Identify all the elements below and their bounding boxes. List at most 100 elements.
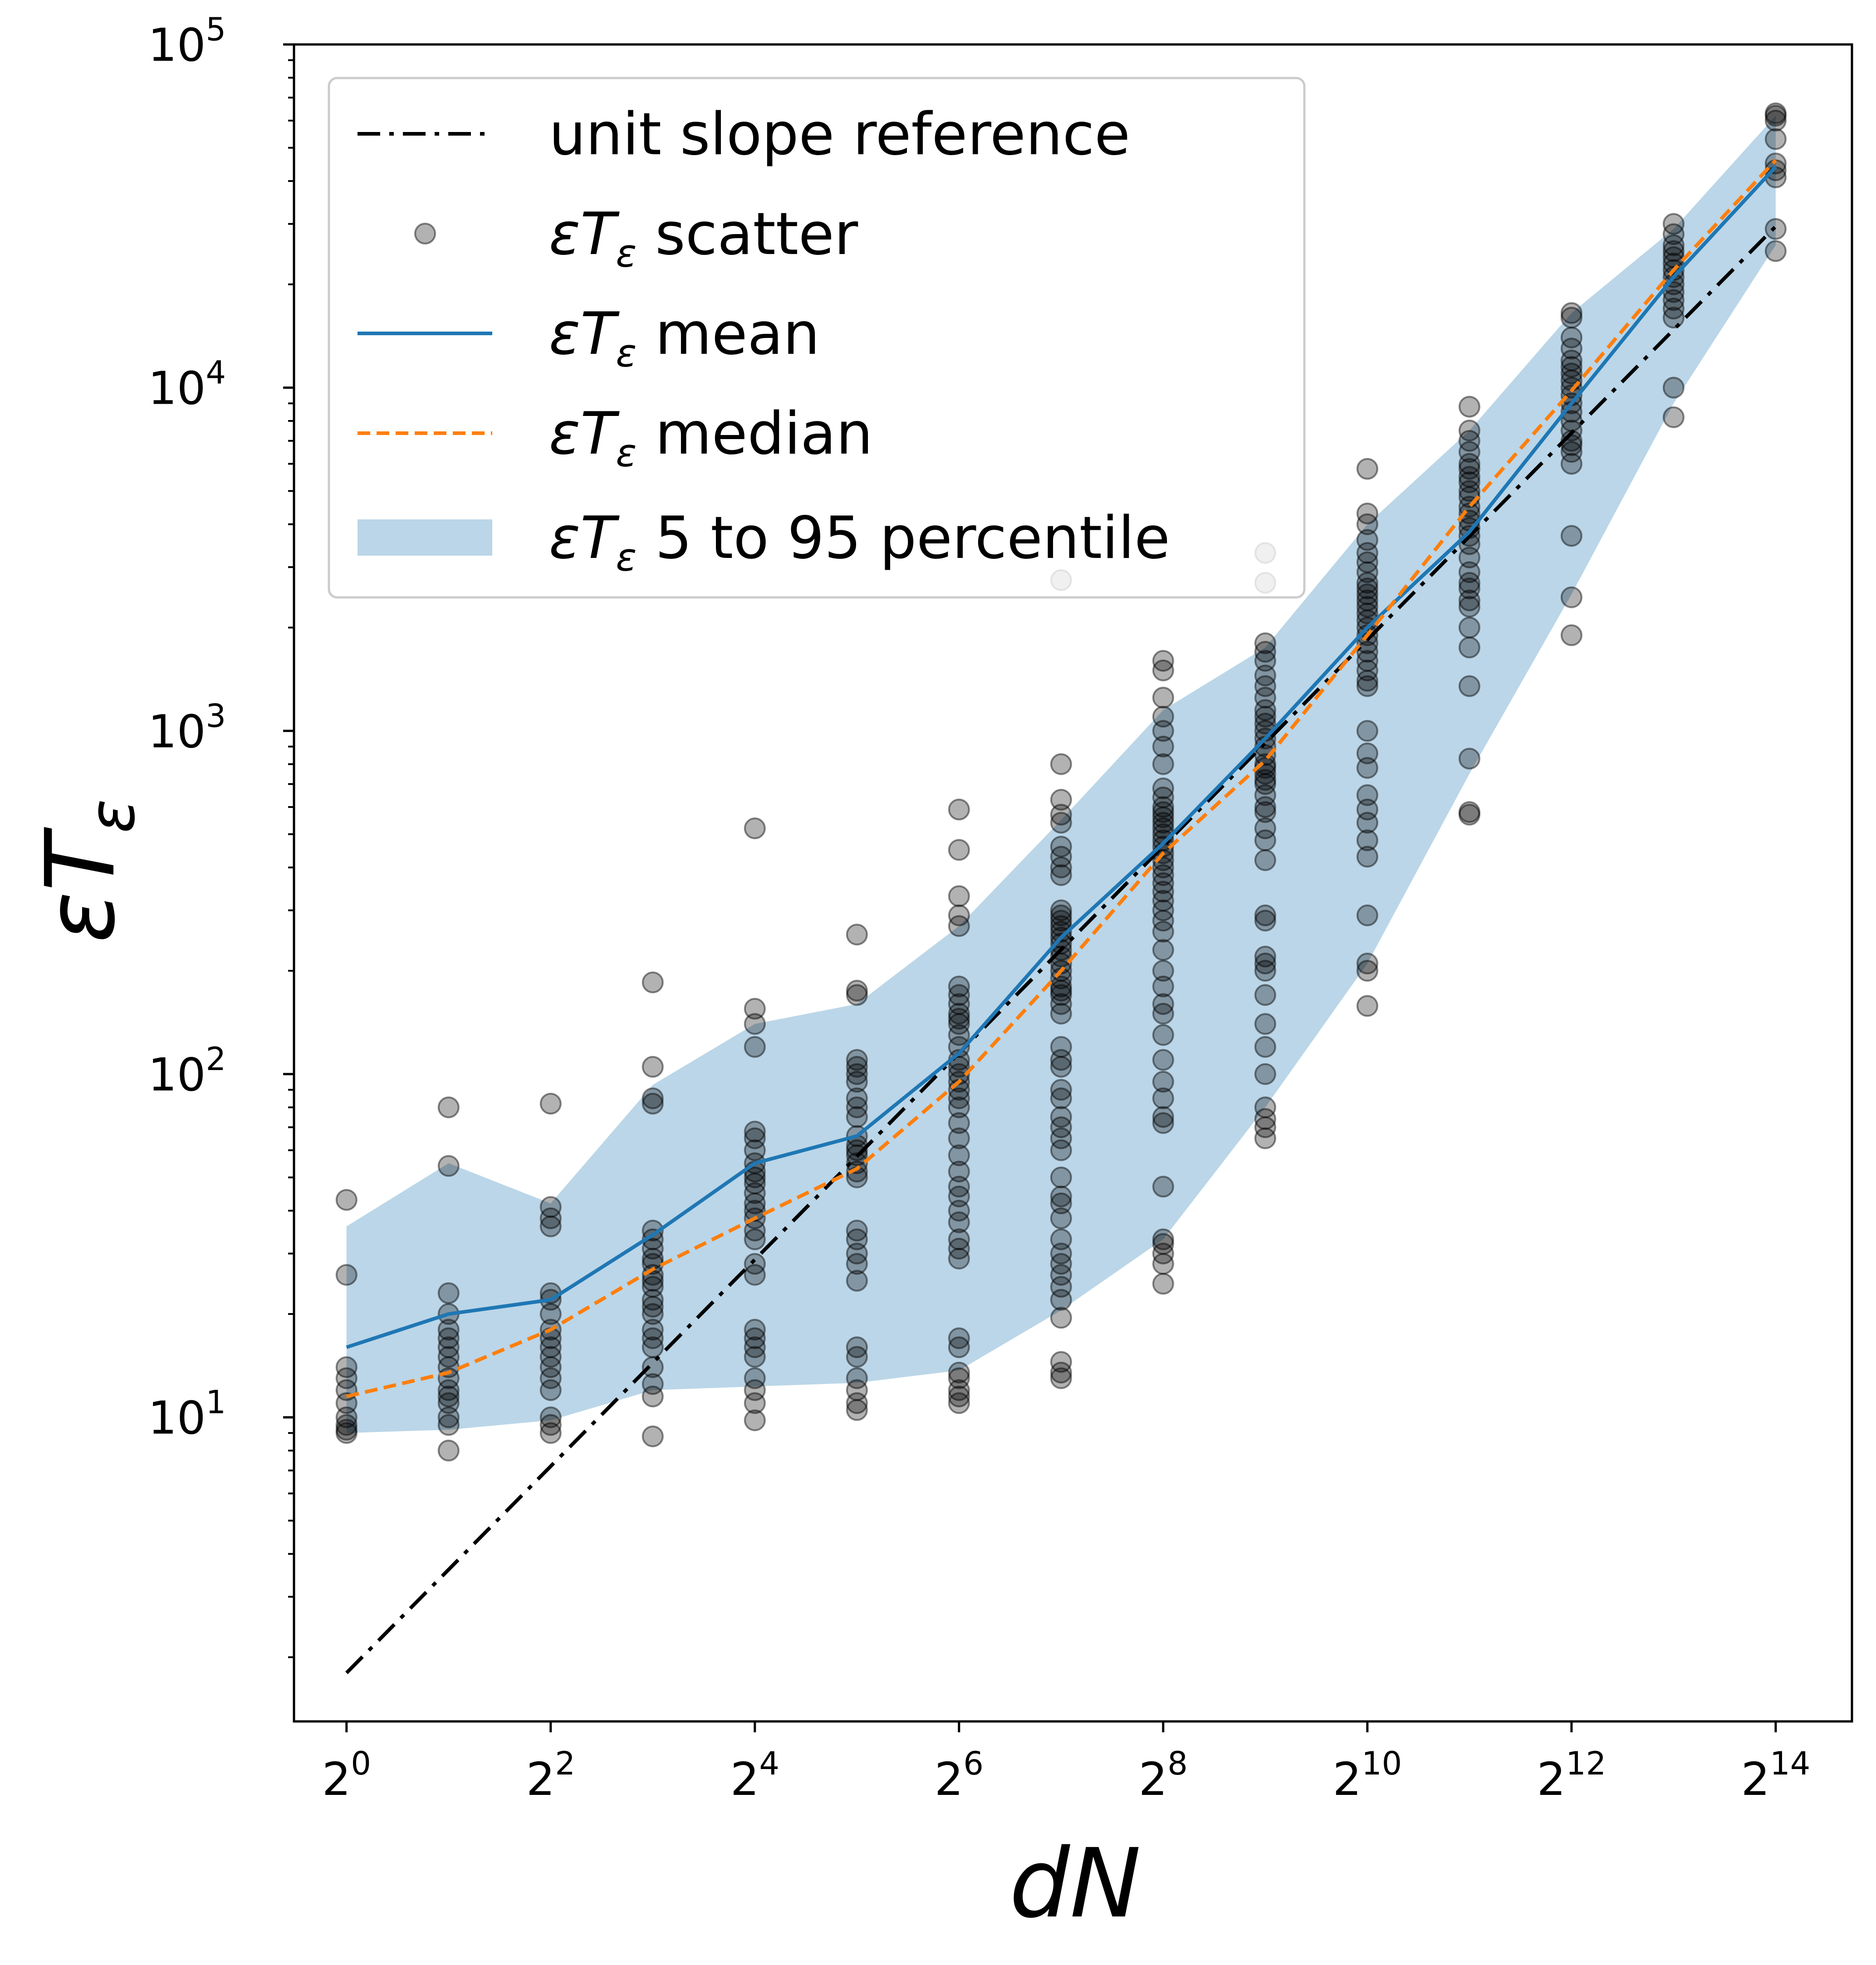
scatter-point	[1152, 880, 1174, 903]
scatter-point	[1560, 349, 1582, 371]
scatter-point	[948, 1096, 970, 1119]
scatter-point	[1254, 753, 1276, 775]
scatter-point	[1254, 849, 1276, 871]
scatter-point	[642, 971, 664, 993]
scatter-point	[1356, 670, 1378, 692]
scatter-point	[642, 1056, 664, 1078]
series-median	[346, 159, 1777, 1398]
scatter-point	[1254, 640, 1276, 663]
scatter-point	[1356, 596, 1378, 618]
scatter-point	[1662, 223, 1685, 245]
scatter-point	[846, 1049, 868, 1071]
x-tick-label: 210	[1333, 1745, 1402, 1806]
svg-text:εTε: εTε	[25, 799, 149, 943]
scatter-point	[846, 1336, 868, 1359]
scatter-point	[1458, 471, 1480, 494]
scatter-point	[1764, 128, 1787, 150]
scatter-point	[1152, 1106, 1174, 1128]
scatter-point	[1356, 551, 1378, 573]
scatter-point	[1458, 589, 1480, 611]
scatter-point	[1560, 410, 1582, 432]
scatter-point	[1254, 763, 1276, 785]
scatter-point	[1050, 1307, 1072, 1329]
scatter-point	[1050, 856, 1072, 879]
scatter-point	[846, 1228, 868, 1251]
scatter-point	[1254, 945, 1276, 968]
scatter-point	[1356, 846, 1378, 868]
scatter-point	[1050, 1166, 1072, 1188]
scatter-point	[948, 1327, 970, 1349]
scatter-point	[437, 1327, 460, 1349]
scatter-point	[1050, 1276, 1072, 1298]
scatter-point	[1152, 1273, 1174, 1295]
scatter-point	[1152, 786, 1174, 808]
scatter-point	[1050, 1367, 1072, 1389]
scatter-point	[1152, 993, 1174, 1015]
scatter-point	[948, 1144, 970, 1166]
scatter-point	[539, 1356, 562, 1378]
x-tick-label: 26	[935, 1745, 984, 1806]
scatter-point	[1152, 1087, 1174, 1110]
scatter-point	[1560, 441, 1582, 463]
scatter-point	[744, 997, 766, 1020]
scatter-point	[744, 1392, 766, 1414]
scatter-point	[642, 1336, 664, 1359]
scatter-point	[948, 984, 970, 1006]
scatter-point	[846, 1087, 868, 1110]
scatter-point	[1152, 899, 1174, 921]
scatter-point	[1254, 744, 1276, 766]
scatter-point	[1458, 430, 1480, 452]
scatter-point	[437, 1346, 460, 1368]
scatter-point	[1050, 1192, 1072, 1214]
scatter-point	[1152, 975, 1174, 997]
scatter-point	[1662, 213, 1685, 235]
legend: unit slope reference εTε scatter εTε mean ε…	[328, 77, 1306, 599]
scatter-point	[1356, 583, 1378, 606]
scatter-point	[1152, 890, 1174, 912]
scatter-point	[744, 1127, 766, 1149]
scatter-point	[948, 1367, 970, 1389]
scatter-point	[1050, 1253, 1072, 1275]
scatter-point	[846, 1063, 868, 1085]
scatter-point	[1050, 1139, 1072, 1161]
scatter-point	[1356, 757, 1378, 779]
scatter-point	[1050, 804, 1072, 826]
scatter-point	[1560, 356, 1582, 378]
scatter-point	[744, 1166, 766, 1188]
scatter-point	[1050, 1264, 1072, 1286]
legend-swatch-scatter	[414, 223, 436, 244]
scatter-point	[437, 1414, 460, 1436]
scatter-point	[1152, 806, 1174, 828]
scatter-point	[1254, 650, 1276, 672]
scatter-point	[1356, 602, 1378, 625]
scatter-point	[1050, 836, 1072, 858]
scatter-point	[1458, 396, 1480, 418]
scatter-point	[642, 1295, 664, 1318]
scatter-point	[1254, 1096, 1276, 1119]
scatter-point	[642, 1087, 664, 1110]
scatter-point	[1356, 529, 1378, 551]
scatter-point	[1560, 420, 1582, 442]
scatter-point	[539, 1196, 562, 1218]
scatter-point	[1152, 1024, 1174, 1046]
scatter-point	[744, 1228, 766, 1251]
scatter-point	[437, 1155, 460, 1177]
scatter-point	[1050, 1242, 1072, 1265]
scatter-point	[948, 1127, 970, 1149]
scatter-point	[948, 1160, 970, 1183]
scatter-point	[1764, 109, 1787, 132]
scatter-point	[539, 1414, 562, 1436]
scatter-point	[1254, 1116, 1276, 1139]
scatter-point	[1152, 753, 1174, 775]
scatter-point	[1152, 796, 1174, 818]
scatter-point	[846, 984, 868, 1006]
scatter-point	[1458, 596, 1480, 618]
scatter-point	[1254, 769, 1276, 791]
scatter-point	[1254, 801, 1276, 823]
scatter-point	[539, 1303, 562, 1325]
scatter-point	[744, 1013, 766, 1035]
scatter-point	[1152, 909, 1174, 932]
scatter-point	[1356, 502, 1378, 524]
scatter-point	[846, 1253, 868, 1275]
scatter-point	[744, 1367, 766, 1389]
